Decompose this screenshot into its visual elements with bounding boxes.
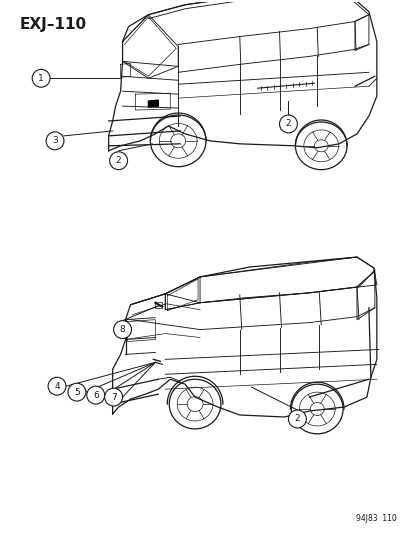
Text: 8: 8 bbox=[119, 325, 125, 334]
Circle shape bbox=[109, 152, 127, 169]
Text: 6: 6 bbox=[93, 391, 98, 400]
Text: 1: 1 bbox=[38, 74, 44, 83]
Circle shape bbox=[68, 383, 85, 401]
Text: 2: 2 bbox=[116, 156, 121, 165]
Text: 4: 4 bbox=[54, 382, 60, 391]
Circle shape bbox=[87, 386, 104, 404]
Circle shape bbox=[48, 377, 66, 395]
Polygon shape bbox=[148, 100, 158, 107]
Circle shape bbox=[113, 321, 131, 338]
Text: 5: 5 bbox=[74, 387, 80, 397]
Circle shape bbox=[288, 410, 306, 428]
Circle shape bbox=[32, 69, 50, 87]
Text: 3: 3 bbox=[52, 136, 58, 146]
Circle shape bbox=[104, 388, 122, 406]
Text: 7: 7 bbox=[111, 393, 116, 402]
Circle shape bbox=[46, 132, 64, 150]
Text: 2: 2 bbox=[294, 415, 299, 424]
Text: 2: 2 bbox=[285, 119, 291, 128]
Text: 94J83  110: 94J83 110 bbox=[355, 514, 396, 523]
Text: EXJ–110: EXJ–110 bbox=[19, 17, 86, 31]
Circle shape bbox=[279, 115, 297, 133]
